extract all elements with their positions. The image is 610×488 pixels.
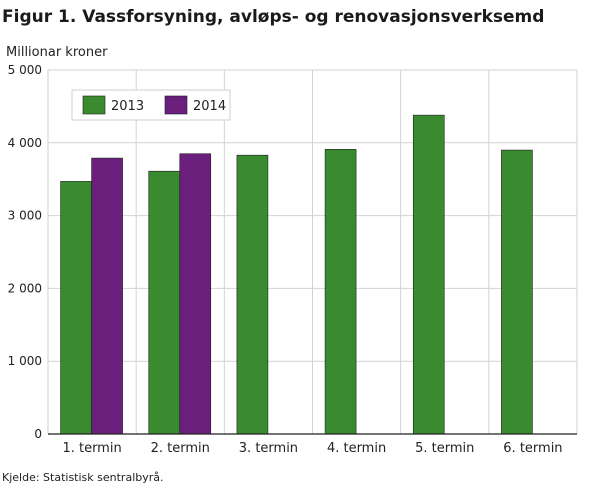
- legend-label-2014: 2014: [193, 99, 226, 114]
- bar-2013-1: [60, 181, 92, 435]
- x-tick-label: 4. termin: [327, 441, 386, 456]
- x-tick-label: 6. termin: [503, 441, 562, 456]
- grid: [47, 69, 578, 434]
- source-note: Kjelde: Statistisk sentralbyrå.: [2, 471, 164, 484]
- axes: 0 1 000 2 000 3 000 4 000 5 000 1. termin 2. te…: [8, 63, 577, 456]
- x-tick-label: 3. termin: [239, 441, 298, 456]
- y-axis-label: Millionar kroner: [6, 45, 108, 60]
- legend: 2013 2014: [71, 89, 231, 121]
- bar-2014-2: [179, 153, 212, 435]
- y-tick-label: 0: [34, 427, 42, 441]
- figure-title: Figur 1. Vassforsyning, avløps- og renov…: [2, 7, 544, 27]
- bar-2013-2: [148, 170, 181, 435]
- y-tick-label: 1 000: [8, 354, 42, 368]
- y-tick-label: 4 000: [8, 136, 42, 150]
- legend-swatch-2013: [82, 95, 106, 115]
- y-tick-label: 2 000: [8, 281, 42, 295]
- legend-label-2013: 2013: [111, 99, 144, 114]
- bar-2014-1: [91, 157, 123, 435]
- bar-2013-6: [501, 149, 533, 435]
- x-tick-label: 1. termin: [62, 441, 121, 456]
- y-tick-label: 3 000: [8, 209, 42, 223]
- bar-2013-3: [236, 154, 269, 435]
- bar-2013-5: [412, 114, 445, 435]
- x-tick-label: 2. termin: [151, 441, 210, 456]
- x-tick-label: 5. termin: [415, 441, 474, 456]
- bar-2013-4: [324, 149, 357, 435]
- y-tick-label: 5 000: [8, 63, 42, 77]
- bars: [60, 114, 533, 435]
- legend-swatch-2014: [164, 95, 188, 115]
